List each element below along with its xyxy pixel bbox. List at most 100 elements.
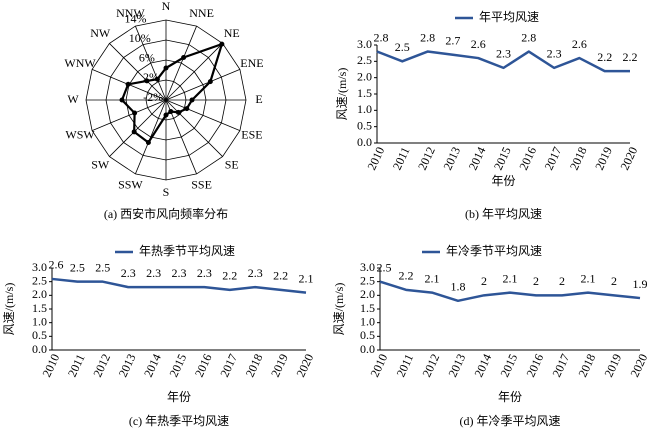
caption: (b) 年平均风速 <box>465 207 542 221</box>
data-label: 2 <box>481 274 487 288</box>
ring-label: 6% <box>139 51 155 65</box>
legend-label: 年热季节平均风速 <box>139 244 235 258</box>
y-tick-label: 2.0 <box>357 69 372 83</box>
x-tick-label: 2019 <box>601 352 624 380</box>
x-tick-label: 2018 <box>575 352 598 380</box>
y-tick-label: 3.0 <box>357 37 372 51</box>
direction-label: NNW <box>116 6 145 20</box>
y-tick-label: 3.0 <box>32 260 47 274</box>
direction-label: NNE <box>189 6 214 20</box>
caption: (c) 年热季平均风速 <box>129 414 229 428</box>
x-tick-label: 2010 <box>367 352 390 380</box>
spoke <box>109 99 167 157</box>
y-tick-label: 0.5 <box>360 328 375 342</box>
radar-point <box>181 55 187 61</box>
radar-point <box>189 97 195 103</box>
x-tick-label: 2017 <box>542 145 565 173</box>
x-tick-label: 2011 <box>390 145 413 172</box>
x-tick-label: 2013 <box>116 352 139 380</box>
y-tick-label: 1.0 <box>32 314 47 328</box>
y-axis-label: 风速/(m/s) <box>335 68 349 121</box>
radar-point <box>132 110 138 116</box>
radar-point <box>144 78 150 84</box>
x-axis-label: 年份 <box>167 390 191 404</box>
x-tick-label: 2019 <box>592 145 615 173</box>
data-label: 1.8 <box>451 280 466 294</box>
x-tick-label: 2018 <box>243 352 266 380</box>
direction-label: SSW <box>118 178 143 192</box>
direction-label: NE <box>224 26 240 40</box>
radar-point <box>163 65 169 71</box>
data-label: 2.3 <box>121 266 136 280</box>
data-label: 2.1 <box>503 271 518 285</box>
y-tick-label: 2.0 <box>360 287 375 301</box>
x-tick-label: 2020 <box>293 352 316 380</box>
data-label: 2.3 <box>197 266 212 280</box>
y-tick-label: 0.0 <box>360 342 375 356</box>
data-label: 2.3 <box>547 47 562 61</box>
x-tick-label: 2015 <box>497 352 520 380</box>
data-label: 2.8 <box>374 30 389 44</box>
data-label: 1.9 <box>633 277 648 291</box>
data-label: 2.6 <box>572 37 587 51</box>
y-axis-label: 风速/(m/s) <box>332 283 346 336</box>
y-tick-label: 1.0 <box>360 314 375 328</box>
y-tick-label: 2.5 <box>360 273 375 287</box>
data-label: 2.8 <box>420 30 435 44</box>
radar-point <box>175 109 181 115</box>
data-label: 2.5 <box>70 260 85 274</box>
radar-point <box>125 81 131 87</box>
x-tick-label: 2020 <box>617 145 640 173</box>
data-label: 2.3 <box>146 266 161 280</box>
y-tick-label: 0.0 <box>32 342 47 356</box>
data-label: 2.5 <box>395 40 410 54</box>
direction-label: SE <box>225 158 239 172</box>
x-tick-label: 2014 <box>141 352 164 380</box>
y-tick-label: 0.5 <box>357 118 372 132</box>
data-label: 2 <box>559 274 565 288</box>
x-tick-label: 2012 <box>90 352 113 380</box>
data-label: 2.2 <box>597 50 612 64</box>
line <box>379 280 641 303</box>
x-tick-label: 2011 <box>394 352 417 379</box>
x-axis-label: 年份 <box>498 390 522 404</box>
data-label: 2.2 <box>399 269 414 283</box>
x-tick-label: 2017 <box>549 352 572 380</box>
y-tick-label: 1.0 <box>357 102 372 116</box>
x-tick-label: 2019 <box>268 352 291 380</box>
y-axis-label: 风速/(m/s) <box>2 283 16 336</box>
data-label: 2.1 <box>581 271 596 285</box>
x-axis-label: 年份 <box>491 174 515 188</box>
spoke <box>165 43 223 101</box>
data-label: 2.8 <box>521 30 536 44</box>
spoke <box>135 25 167 101</box>
x-tick-label: 2010 <box>364 145 387 173</box>
direction-label: ESE <box>241 127 262 141</box>
radar-point <box>168 109 174 115</box>
ring-label: 14% <box>125 12 147 26</box>
radar-point <box>219 41 225 47</box>
x-tick-label: 2012 <box>415 145 438 173</box>
data-label: 2.3 <box>172 266 187 280</box>
x-tick-label: 2014 <box>466 145 489 173</box>
data-label: 2.5 <box>95 260 110 274</box>
y-tick-label: 2.5 <box>32 273 47 287</box>
x-tick-label: 2015 <box>166 352 189 380</box>
direction-label: W <box>67 92 79 106</box>
spoke <box>165 99 223 157</box>
x-tick-label: 2018 <box>567 145 590 173</box>
spoke <box>165 25 197 101</box>
x-tick-label: 2013 <box>445 352 468 380</box>
direction-label: NW <box>90 26 111 40</box>
x-tick-label: 2020 <box>627 352 650 380</box>
data-label: 2.1 <box>425 271 440 285</box>
legend-label: 年平均风速 <box>479 10 539 24</box>
line <box>51 277 307 294</box>
y-tick-label: 1.5 <box>32 301 47 315</box>
direction-label: E <box>255 92 262 106</box>
y-tick-label: 0.5 <box>32 328 47 342</box>
ring-label: 10% <box>129 31 151 45</box>
x-tick-label: 2016 <box>516 145 539 173</box>
radar-point <box>163 112 169 118</box>
